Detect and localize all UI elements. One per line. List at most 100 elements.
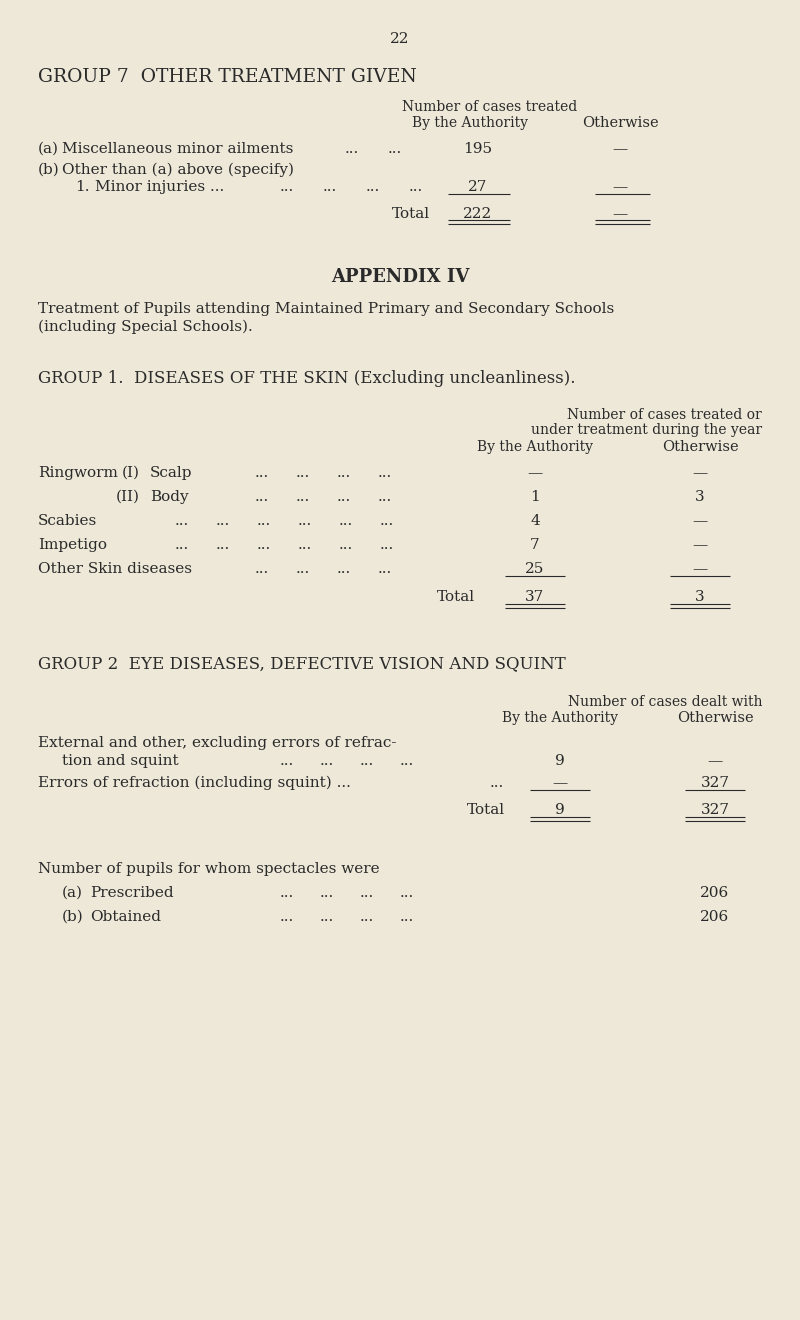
Text: ...: ... [298, 539, 312, 552]
Text: ...: ... [298, 513, 312, 528]
Text: ...: ... [400, 909, 414, 924]
Text: APPENDIX IV: APPENDIX IV [331, 268, 469, 286]
Text: —: — [692, 562, 708, 576]
Text: Number of pupils for whom spectacles were: Number of pupils for whom spectacles wer… [38, 862, 380, 876]
Text: —: — [692, 539, 708, 552]
Text: Otherwise: Otherwise [677, 711, 754, 725]
Text: Ringworm: Ringworm [38, 466, 118, 480]
Text: (including Special Schools).: (including Special Schools). [38, 319, 253, 334]
Text: Total: Total [437, 590, 475, 605]
Text: GROUP 1.  DISEASES OF THE SKIN (Excluding uncleanliness).: GROUP 1. DISEASES OF THE SKIN (Excluding… [38, 370, 575, 387]
Text: Impetigo: Impetigo [38, 539, 107, 552]
Text: Other than (a) above (specify): Other than (a) above (specify) [62, 162, 294, 177]
Text: Body: Body [150, 490, 189, 504]
Text: 9: 9 [555, 803, 565, 817]
Text: ...: ... [320, 886, 334, 900]
Text: Number of cases treated: Number of cases treated [402, 100, 578, 114]
Text: (a): (a) [38, 143, 59, 156]
Text: —: — [692, 513, 708, 528]
Text: (a): (a) [62, 886, 83, 900]
Text: 4: 4 [530, 513, 540, 528]
Text: —: — [612, 143, 628, 156]
Text: ...: ... [296, 490, 310, 504]
Text: GROUP 7  OTHER TREATMENT GIVEN: GROUP 7 OTHER TREATMENT GIVEN [38, 69, 417, 86]
Text: ...: ... [296, 562, 310, 576]
Text: 25: 25 [526, 562, 545, 576]
Text: ...: ... [280, 909, 294, 924]
Text: By the Authority: By the Authority [477, 440, 593, 454]
Text: ...: ... [360, 909, 374, 924]
Text: ...: ... [216, 539, 230, 552]
Text: 206: 206 [700, 909, 730, 924]
Text: —: — [527, 466, 542, 480]
Text: Number of cases dealt with: Number of cases dealt with [567, 696, 762, 709]
Text: ...: ... [255, 562, 270, 576]
Text: ...: ... [339, 513, 354, 528]
Text: —: — [707, 754, 722, 768]
Text: ...: ... [257, 513, 271, 528]
Text: ...: ... [400, 754, 414, 768]
Text: ...: ... [175, 539, 190, 552]
Text: ...: ... [378, 466, 392, 480]
Text: Treatment of Pupils attending Maintained Primary and Secondary Schools: Treatment of Pupils attending Maintained… [38, 302, 614, 315]
Text: ...: ... [490, 776, 504, 789]
Text: —: — [612, 180, 628, 194]
Text: ...: ... [360, 754, 374, 768]
Text: ...: ... [400, 886, 414, 900]
Text: 222: 222 [463, 207, 493, 220]
Text: ...: ... [296, 466, 310, 480]
Text: 9: 9 [555, 754, 565, 768]
Text: 327: 327 [701, 803, 730, 817]
Text: —: — [552, 776, 568, 789]
Text: ...: ... [216, 513, 230, 528]
Text: 195: 195 [463, 143, 493, 156]
Text: ...: ... [337, 490, 351, 504]
Text: Errors of refraction (including squint) ...: Errors of refraction (including squint) … [38, 776, 351, 791]
Text: Prescribed: Prescribed [90, 886, 174, 900]
Text: ...: ... [345, 143, 359, 156]
Text: (b): (b) [38, 162, 60, 177]
Text: ...: ... [380, 513, 394, 528]
Text: ...: ... [257, 539, 271, 552]
Text: 22: 22 [390, 32, 410, 46]
Text: ...: ... [320, 909, 334, 924]
Text: ...: ... [378, 562, 392, 576]
Text: ...: ... [323, 180, 338, 194]
Text: under treatment during the year: under treatment during the year [531, 422, 762, 437]
Text: ...: ... [380, 539, 394, 552]
Text: ...: ... [339, 539, 354, 552]
Text: ...: ... [175, 513, 190, 528]
Text: ...: ... [360, 886, 374, 900]
Text: ...: ... [255, 490, 270, 504]
Text: ...: ... [378, 490, 392, 504]
Text: ...: ... [366, 180, 380, 194]
Text: ...: ... [280, 180, 294, 194]
Text: 37: 37 [526, 590, 545, 605]
Text: Otherwise: Otherwise [582, 116, 658, 129]
Text: —: — [692, 466, 708, 480]
Text: ...: ... [337, 562, 351, 576]
Text: Other Skin diseases: Other Skin diseases [38, 562, 192, 576]
Text: 327: 327 [701, 776, 730, 789]
Text: 206: 206 [700, 886, 730, 900]
Text: 1: 1 [530, 490, 540, 504]
Text: Otherwise: Otherwise [662, 440, 738, 454]
Text: tion and squint: tion and squint [62, 754, 178, 768]
Text: (b): (b) [62, 909, 84, 924]
Text: ...: ... [409, 180, 423, 194]
Text: ...: ... [320, 754, 334, 768]
Text: By the Authority: By the Authority [502, 711, 618, 725]
Text: 3: 3 [695, 490, 705, 504]
Text: 1.: 1. [75, 180, 90, 194]
Text: Minor injuries ...: Minor injuries ... [95, 180, 224, 194]
Text: Number of cases treated or: Number of cases treated or [567, 408, 762, 422]
Text: Total: Total [392, 207, 430, 220]
Text: (II): (II) [116, 490, 140, 504]
Text: Total: Total [467, 803, 505, 817]
Text: 3: 3 [695, 590, 705, 605]
Text: ...: ... [388, 143, 402, 156]
Text: ...: ... [280, 754, 294, 768]
Text: ...: ... [337, 466, 351, 480]
Text: Obtained: Obtained [90, 909, 161, 924]
Text: —: — [612, 207, 628, 220]
